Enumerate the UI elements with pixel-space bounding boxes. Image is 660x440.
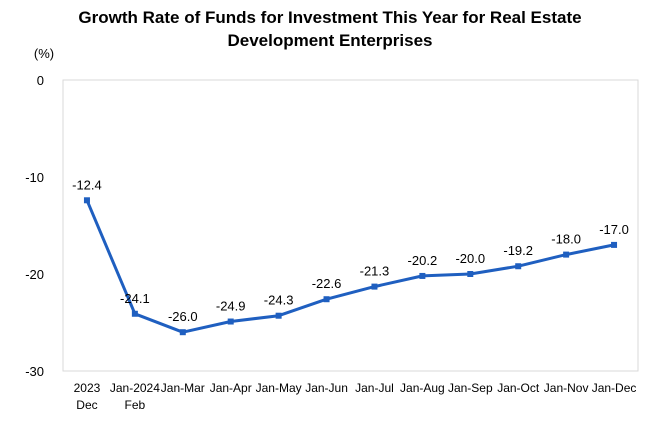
data-point xyxy=(371,283,378,290)
series-layer xyxy=(83,197,618,336)
x-tick-label-line: Jan-Sep xyxy=(448,381,493,395)
data-point xyxy=(227,318,234,325)
x-tick-label: Jan-Jun xyxy=(305,381,348,395)
data-label: -20.2 xyxy=(408,253,438,268)
chart-title-line-2: Development Enterprises xyxy=(227,31,433,50)
x-tick-label: Jan-Mar xyxy=(161,381,205,395)
data-point xyxy=(419,272,426,279)
data-label: -12.4 xyxy=(72,177,102,192)
data-label: -21.3 xyxy=(360,264,390,279)
data-label: -22.6 xyxy=(312,276,342,291)
data-label: -26.0 xyxy=(168,309,198,324)
x-tick-label: Jan-Dec xyxy=(592,381,637,395)
y-tick-label: 0 xyxy=(37,73,44,88)
labels-layer: -12.4 -24.1 -26.0 -24.9 -24.3 -22.6 -21.3 -20.2… xyxy=(72,177,629,324)
data-label: -20.0 xyxy=(455,251,485,266)
x-tick-label-line: Jan-May xyxy=(256,381,302,395)
x-tick-label: Jan-Aug xyxy=(400,381,445,395)
x-tick-label-line: Jan-Jul xyxy=(355,381,394,395)
x-tick-label: Jan-Oct xyxy=(497,381,540,395)
data-label: -24.3 xyxy=(264,293,294,308)
data-label: -18.0 xyxy=(551,232,581,247)
x-tick-label: 2023 Dec xyxy=(74,381,101,412)
x-tick-label: Jan-Nov xyxy=(544,381,589,395)
data-point xyxy=(467,271,474,277)
y-tick-label: -20 xyxy=(25,267,44,282)
series-line xyxy=(85,199,615,334)
y-tick-label: -10 xyxy=(25,170,44,185)
data-point xyxy=(275,312,282,319)
data-point xyxy=(563,251,570,258)
x-tick-label-line: Jan-Mar xyxy=(161,381,205,395)
chart-title-line-1: Growth Rate of Funds for Investment This… xyxy=(78,8,582,27)
x-tick-label: Jan-May xyxy=(256,381,302,395)
data-point xyxy=(515,263,522,270)
chart-title: Growth Rate of Funds for Investment This… xyxy=(0,6,660,52)
data-point xyxy=(179,329,186,336)
x-tick-label: Jan-Jul xyxy=(355,381,394,395)
data-label: -19.2 xyxy=(503,243,533,258)
data-label: -24.9 xyxy=(216,299,246,314)
x-tick-label: Jan-Sep xyxy=(448,381,493,395)
x-tick-label-line: Dec xyxy=(76,398,97,412)
x-tick-label-line: Jan-Dec xyxy=(592,381,637,395)
x-tick-label-line: Jan-Aug xyxy=(400,381,445,395)
x-tick-label-line: Jan-Jun xyxy=(305,381,348,395)
x-tick-label-line: Feb xyxy=(125,398,146,412)
x-tick-label-line: Jan-Apr xyxy=(210,381,252,395)
x-tick-label-line: Jan-2024 xyxy=(110,381,160,395)
x-tick-label: Jan-2024 Feb xyxy=(110,381,160,412)
x-tick-label-line: 2023 xyxy=(74,381,101,395)
data-label: -17.0 xyxy=(599,222,629,237)
x-tick-label: Jan-Apr xyxy=(210,381,252,395)
data-label: -24.1 xyxy=(120,291,150,306)
x-tick-label-line: Jan-Nov xyxy=(544,381,589,395)
data-point xyxy=(83,197,90,204)
x-tick-label-line: Jan-Oct xyxy=(497,381,540,395)
plot-area xyxy=(62,79,639,372)
data-point xyxy=(131,310,138,317)
data-point xyxy=(611,241,618,248)
y-tick-label: -30 xyxy=(25,364,44,379)
y-axis-unit-label: (%) xyxy=(34,46,54,61)
data-point xyxy=(323,296,330,303)
